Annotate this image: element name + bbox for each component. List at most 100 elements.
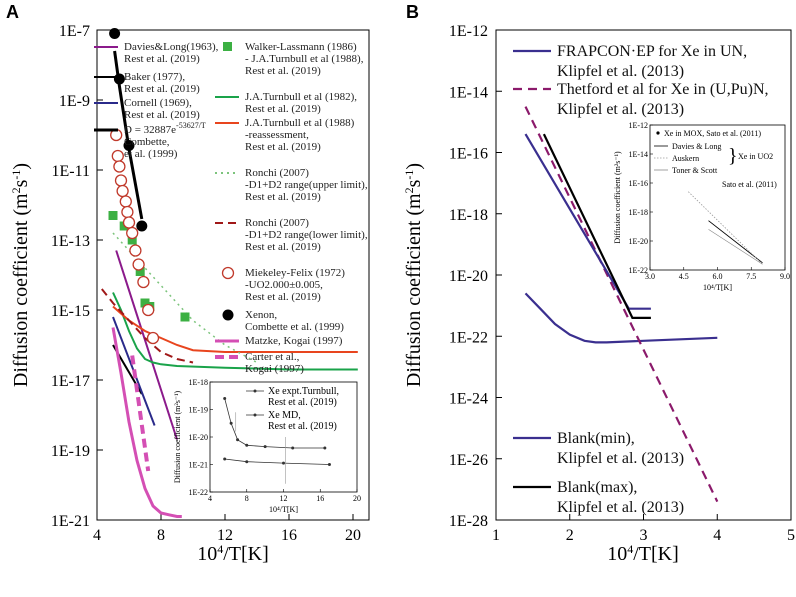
y-axis-title-a: Diffusion coefficient (m2s-1)	[9, 163, 32, 387]
y-tick-label-b: 1E-14	[449, 84, 488, 101]
legend-label-a: Rest et al. (2019)	[245, 141, 321, 153]
y-tick-label-b: 1E-20	[449, 268, 488, 285]
miekeley-felix-point	[132, 258, 145, 271]
series-line-b	[524, 133, 651, 310]
y-tick-label-a: 1E-19	[51, 443, 90, 460]
inset-x-title-a: 10⁴/T[K]	[269, 505, 298, 514]
inset-y-tick-label-a: 1E-20	[188, 433, 208, 442]
inset-point-a	[327, 463, 331, 466]
inset-x-tick-label-a: 12	[280, 494, 288, 503]
legend-label-a: Rest et al. (2019)	[245, 103, 321, 115]
inset-legend-point-a	[253, 389, 257, 393]
xenon-point	[123, 140, 135, 151]
legend-label-a: Combette et al. (1999)	[245, 321, 344, 333]
legend-swatch	[221, 266, 235, 280]
inset-b: 3.0 4.5 6.0 7.5 9.0 1E-12 1E-14 1E-16 1E-18 1E-20…	[613, 121, 790, 292]
x-tick-label-b: 1	[492, 527, 500, 544]
x-tick-label-a: 12	[217, 527, 233, 544]
series-line-b	[524, 292, 718, 344]
legend-label-a: Xenon,	[245, 309, 277, 321]
miekeley-felix-point	[116, 184, 129, 198]
inset-series-b	[708, 229, 763, 265]
legend-label-b: Klipfel et al. (2013)	[557, 499, 684, 516]
inset-y-tick-label-b: 1E-14	[628, 150, 648, 159]
legend-label-b: Thetford et al for Xe in (U,Pu)N,	[557, 81, 769, 98]
legend-item-a: Matzke, Kogai (1997)	[215, 335, 343, 347]
series-line-b	[542, 133, 651, 319]
legend-item-a: Carter et al.,Kogai (1997)	[215, 351, 304, 375]
walker-lassmann-point	[135, 267, 145, 276]
legend-item-b: Blank(max), Klipfel et al. (2013)	[513, 479, 684, 516]
legend-label-a: J.A.Turnbull et al (1988)	[245, 117, 355, 129]
legend-item-b: Thetford et al for Xe in (U,Pu)N, Klipfel…	[513, 81, 769, 118]
miekeley-felix-point	[137, 275, 150, 289]
inset-legend-label-b: Sato et al. (2011)	[722, 180, 777, 189]
inset-y-tick-label-b: 1E-12	[628, 121, 648, 130]
inset-y-tick-label-b: 1E-18	[628, 208, 648, 217]
axis-ticks-b: 1 2 3 4 5 1E-12 1E-14 1E-16 1E-18 1E-20 1E-22 1E-24…	[449, 23, 795, 544]
inset-x-tick-label-b: 3.0	[645, 272, 655, 281]
legend-label-a: Miekeley-Felix (1972)	[245, 267, 345, 279]
inset-series-b	[688, 191, 763, 265]
miekeley-felix-point	[122, 216, 136, 229]
inset-x-tick-label-b: 9.0	[780, 272, 790, 281]
legend-item-b: FRAPCON·EP for Xe in UN, Klipfel et al. (…	[513, 43, 747, 80]
legend-label-a: Davies&Long(1963),	[124, 41, 219, 53]
legend-item-a: Baker (1977),Rest et al. (2019)	[94, 71, 200, 95]
inset-y-title-a: Diffusion coefficient (m²s⁻¹)	[173, 391, 182, 484]
inset-point-a	[245, 443, 249, 447]
legend-a: Davies&Long(1963),Rest et al. (2019)Bake…	[94, 41, 368, 375]
inset-point-a	[223, 457, 227, 461]
inset-legend-label-b: Davies & Long	[672, 142, 721, 151]
legend-label-a: Rest et al. (2019)	[124, 109, 200, 121]
miekeley-felix-point	[119, 195, 132, 208]
x-tick-label-b: 5	[787, 527, 795, 544]
plot-frame-a	[96, 29, 370, 521]
y-tick-label-b: 1E-24	[449, 391, 488, 408]
inset-x-tick-label-b: 7.5	[746, 272, 756, 281]
inset-y-title-b: Diffusion coefficient (m²s⁻¹)	[613, 151, 622, 244]
legend-label-a: -UO2.000±0.005,	[245, 279, 323, 291]
miekeley-felix-point	[142, 303, 155, 317]
y-tick-label-b: 1E-26	[449, 452, 488, 469]
legend-label-b: FRAPCON·EP for Xe in UN,	[557, 43, 747, 60]
chart-panel-b: 1 2 3 4 5 1E-12 1E-14 1E-16 1E-18 1E-20 1E-22 1E-24…	[402, 23, 795, 565]
legend-swatch	[223, 42, 232, 51]
series-line-a	[115, 250, 178, 440]
legend-label-a: Walker-Lassmann (1986)	[245, 41, 357, 53]
legend-label-b: Klipfel et al. (2013)	[557, 63, 684, 80]
axis-ticks-a: 4 8 12 16 20 1E-7 1E-9 1E-11 1E-13 1E-15 1E-17 1E-1…	[51, 23, 361, 544]
legend-label-a: Rest et al. (2019)	[124, 83, 200, 95]
xenon-point	[109, 28, 121, 39]
panel-label-b: B	[406, 2, 419, 22]
inset-legend-label-b: Auskern	[672, 154, 699, 163]
legend-label-a: -D1+D2 range(upper limit),	[245, 179, 368, 191]
y-tick-label-b: 1E-28	[449, 513, 488, 530]
inset-brace-b: }	[728, 145, 738, 167]
legend-label-a: Ronchi (2007)	[245, 167, 309, 179]
y-tick-label-a: 1E-9	[59, 93, 90, 110]
inset-y-tick-label-a: 1E-18	[188, 378, 208, 387]
inset-x-tick-label-b: 4.5	[679, 272, 689, 281]
legend-item-a: Davies&Long(1963),Rest et al. (2019)	[94, 41, 219, 65]
inset-point-a	[223, 397, 227, 400]
legend-label-a: Matzke, Kogai (1997)	[245, 335, 343, 347]
legend-item-a: Miekeley-Felix (1972)-UO2.000±0.005,Rest…	[221, 266, 345, 303]
legend-label-a: -D1+D2 range(lower limit),	[245, 229, 368, 241]
miekeley-felix-point	[146, 331, 160, 345]
inset-y-tick-label-a: 1E-19	[188, 406, 208, 415]
x-tick-label-a: 16	[281, 527, 297, 544]
inset-y-tick-label-a: 1E-21	[188, 461, 208, 470]
inset-frame-b	[649, 124, 786, 271]
inset-legend-point-b	[656, 131, 660, 135]
legend-label-a: Rest et al. (2019)	[245, 65, 321, 77]
legend-label-b: Blank(min),	[557, 430, 635, 447]
panel-label-a: A	[6, 2, 19, 22]
inset-x-tick-label-b: 6.0	[713, 272, 723, 281]
walker-lassmann-point	[180, 312, 190, 322]
series-line-a	[113, 50, 144, 220]
y-tick-label-b: 1E-16	[449, 146, 488, 163]
legend-label-b: Klipfel et al. (2013)	[557, 450, 684, 467]
miekeley-felix-point	[114, 174, 128, 187]
